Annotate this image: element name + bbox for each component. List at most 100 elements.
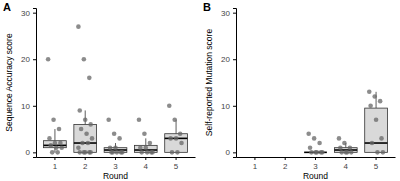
point [148,141,153,146]
x-tick-label: 4 [144,162,149,171]
x-axis: 12345 [37,157,196,171]
point [112,131,117,136]
y-tick-mark [33,59,36,60]
y-axis: 0 10 20 30 [21,9,36,158]
point [368,103,373,108]
point [370,141,375,146]
point [49,143,54,148]
x-tick-label: 3 [313,162,318,171]
point [179,141,184,146]
y-tick: 0 [26,148,36,157]
panel: B010203012345RoundSelf-reported Mutation… [203,1,396,181]
point [80,141,85,146]
y-tick-mark [33,13,36,14]
point [342,141,347,146]
y-tick-mark [233,152,236,153]
x-axis: 12345 [237,157,396,171]
point [170,150,175,155]
point [87,76,92,81]
x-tick-mark [115,157,116,160]
point [77,108,82,113]
y-axis-line [33,9,37,158]
point [47,136,52,141]
plot-area [304,90,387,155]
y-tick: 10 [21,102,36,111]
x-tick-mark [285,157,286,160]
point [84,131,89,136]
x-tick-mark [254,157,255,160]
point [110,150,115,155]
point [367,90,372,95]
point [167,103,172,108]
y-tick-label: 30 [21,9,30,18]
x-axis-title: Round [103,171,128,181]
panel-label: B [203,1,211,13]
y-tick-label: 20 [221,55,230,64]
box [365,108,388,152]
x-tick-label: 2 [283,162,288,171]
point [77,150,82,155]
x-tick-label: 1 [253,162,258,171]
y-tick-label: 20 [21,55,30,64]
x-tick-label: 2 [83,162,88,171]
point [79,127,84,132]
point [138,145,143,150]
y-tick: 10 [221,102,236,111]
point [168,136,173,141]
point [108,145,113,150]
point [379,136,384,141]
point [378,99,383,104]
whisker [145,138,146,145]
point [139,150,144,155]
x-tick-mark [145,157,146,160]
x-tick: 3 [313,157,318,171]
y-tick-label: 10 [21,102,30,111]
y-tick-mark [233,13,236,14]
point [59,145,64,150]
y-tick-mark [33,106,36,107]
point [381,150,386,155]
y-axis-title: Sequence Accuracy score [4,33,14,132]
point [76,24,81,29]
point [375,150,380,155]
point [113,145,118,150]
point [83,150,88,155]
median [365,142,388,144]
x-tick: 1 [253,157,258,171]
x-tick: 2 [83,157,88,171]
y-tick-mark [233,106,236,107]
point [83,117,88,122]
point [88,122,93,127]
point [145,150,150,155]
x-axis-title: Round [303,171,328,181]
median [74,142,97,144]
point [58,141,63,146]
y-tick-label: 30 [221,9,230,18]
point [348,145,353,150]
point [172,117,177,122]
point [137,117,142,122]
point [82,57,87,62]
x-tick-mark [315,157,316,160]
x-tick-label: 1 [53,162,58,171]
y-tick: 30 [21,9,36,18]
x-tick: 1 [53,157,58,171]
y-axis: 0102030 [221,9,236,158]
panel-label: A [3,1,11,13]
point [117,136,122,141]
point [143,145,148,150]
box [74,124,97,152]
point [309,150,314,155]
x-tick: 5 [174,157,179,171]
point [150,150,155,155]
point [338,145,343,150]
point [374,117,379,122]
y-tick-label: 0 [26,148,31,157]
y-tick-mark [33,152,36,153]
point [349,150,354,155]
x-tick-mark [345,157,346,160]
x-tick-label: 5 [174,162,179,171]
point [175,150,180,155]
x-tick: 2 [283,157,288,171]
point [53,141,58,146]
